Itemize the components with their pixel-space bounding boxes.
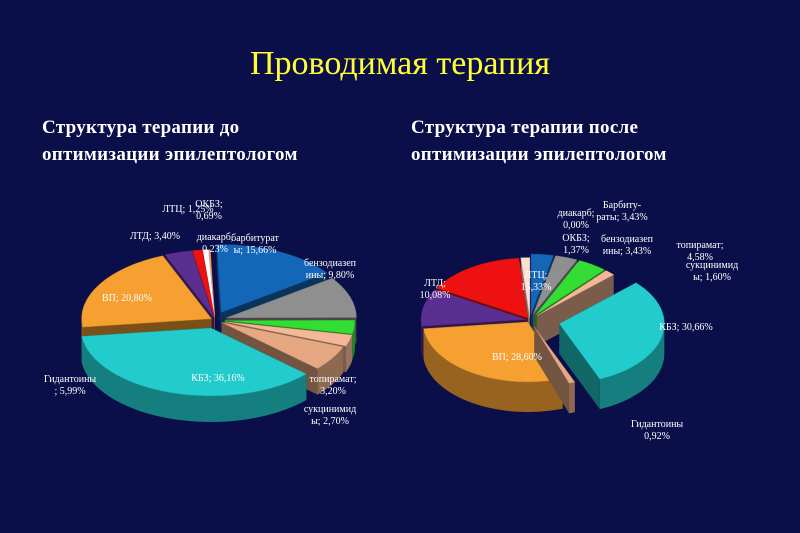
chart-title-before: Структура терапии до оптимизации эпилепт… bbox=[42, 117, 298, 165]
slice-label: ЛТЦ; 15,33% bbox=[521, 270, 552, 293]
slice-label: ЛТД; 10,08% bbox=[420, 278, 451, 301]
slice-label: ВП; 28,60% bbox=[492, 352, 542, 363]
pie-chart-after: Барбиту-раты; 3,43% бензодиазеп ины; 3,43%… bbox=[420, 200, 739, 442]
page-title: Проводимая терапия bbox=[249, 45, 551, 82]
chart-title-after: Структура терапии после оптимизации эпил… bbox=[411, 117, 667, 165]
slice-label: барбитурат ы; 15,66% bbox=[231, 233, 279, 256]
slice-label: КБЗ; 30,66% bbox=[659, 322, 713, 333]
slice-label: ЛТЦ; 1,25% bbox=[162, 204, 213, 215]
slice-label: диакарб; 0,00% bbox=[558, 208, 595, 231]
slice-label: бензодиазеп ины; 3,43% bbox=[601, 234, 654, 257]
pie-slice bbox=[558, 282, 665, 410]
slice-label: ОКБЗ; 0,69% bbox=[195, 199, 223, 222]
slice-label: Гидантоины; 5,99% bbox=[44, 374, 97, 397]
slice-label: Барбиту-раты; 3,43% bbox=[596, 200, 647, 223]
pie-slice bbox=[81, 327, 307, 422]
slice-label: сукцинимид ы; 1,60% bbox=[686, 260, 738, 283]
slice-label: ЛТД; 3,40% bbox=[130, 231, 180, 242]
slice-label: КБЗ; 36,16% bbox=[191, 373, 245, 384]
slice-label: диакарб, 0,23% bbox=[197, 232, 234, 255]
slice-label: топирамат; 4,58% bbox=[677, 240, 724, 263]
pie-slice bbox=[536, 270, 615, 346]
slice-label: сукцинимид ы; 2,70% bbox=[304, 404, 356, 427]
slice-label: ВП; 20,80% bbox=[102, 293, 152, 304]
pie-chart-before: барбитурат ы; 15,66% бензодиазеп ины; 9,80%… bbox=[44, 199, 357, 427]
slice-label: бензодиазеп ины; 9,80% bbox=[304, 258, 357, 281]
slice-label: топирамат; 3,20% bbox=[310, 374, 357, 397]
slice-label: Гидантоины 0,92% bbox=[631, 419, 684, 442]
slice-label: ОКБЗ; 1,37% bbox=[562, 233, 590, 256]
pie-slice bbox=[534, 326, 576, 414]
